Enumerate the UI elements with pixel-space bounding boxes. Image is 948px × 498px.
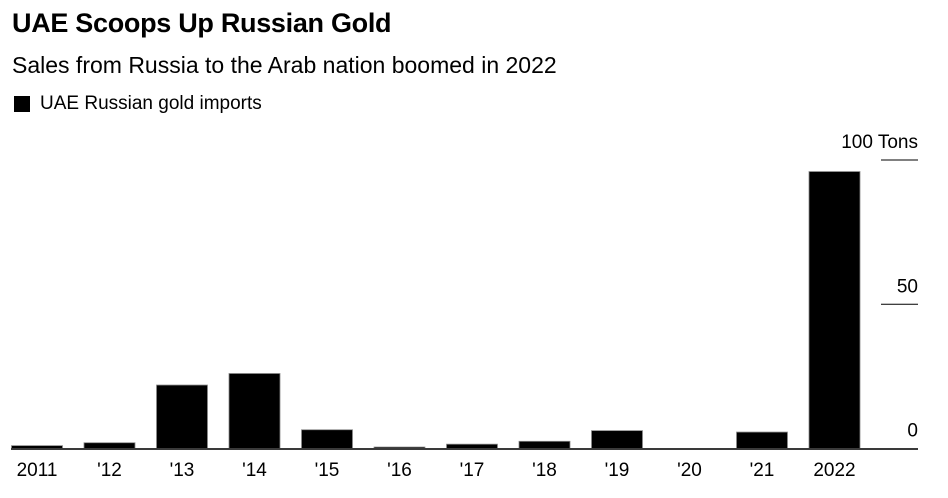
y-tick-label: 100 Tons xyxy=(841,132,918,153)
bar-15 xyxy=(301,429,353,449)
bar-2022 xyxy=(808,171,861,449)
x-tick-label: 2022 xyxy=(813,460,855,481)
x-tick-label: '13 xyxy=(170,460,195,481)
x-tick-label: '12 xyxy=(97,460,122,481)
x-tick-label: 2011 xyxy=(17,460,58,481)
x-tick-label: '15 xyxy=(315,460,340,481)
x-tick-label: '18 xyxy=(532,460,557,481)
bar-18 xyxy=(518,440,571,449)
chart-title: UAE Scoops Up Russian Gold xyxy=(12,8,392,38)
bar-14 xyxy=(228,373,281,449)
x-tick-label: '16 xyxy=(387,460,412,481)
chart-subtitle: Sales from Russia to the Arab nation boo… xyxy=(12,52,557,78)
x-tick-label: '20 xyxy=(677,460,702,481)
legend-swatch xyxy=(14,96,30,112)
y-tick-label: 50 xyxy=(897,276,918,297)
x-tick-label: '17 xyxy=(460,460,485,481)
bar-13 xyxy=(156,384,208,449)
x-tick-label: '14 xyxy=(242,460,267,481)
bar-19 xyxy=(591,430,643,449)
x-tick-label: '21 xyxy=(750,460,775,481)
legend: UAE Russian gold imports xyxy=(14,93,262,115)
bar-12 xyxy=(83,442,136,449)
x-tick-label: '19 xyxy=(605,460,630,481)
bar-17 xyxy=(446,443,498,449)
bar-21 xyxy=(736,431,788,449)
legend-label: UAE Russian gold imports xyxy=(40,93,262,114)
y-tick-label: 0 xyxy=(907,421,918,442)
